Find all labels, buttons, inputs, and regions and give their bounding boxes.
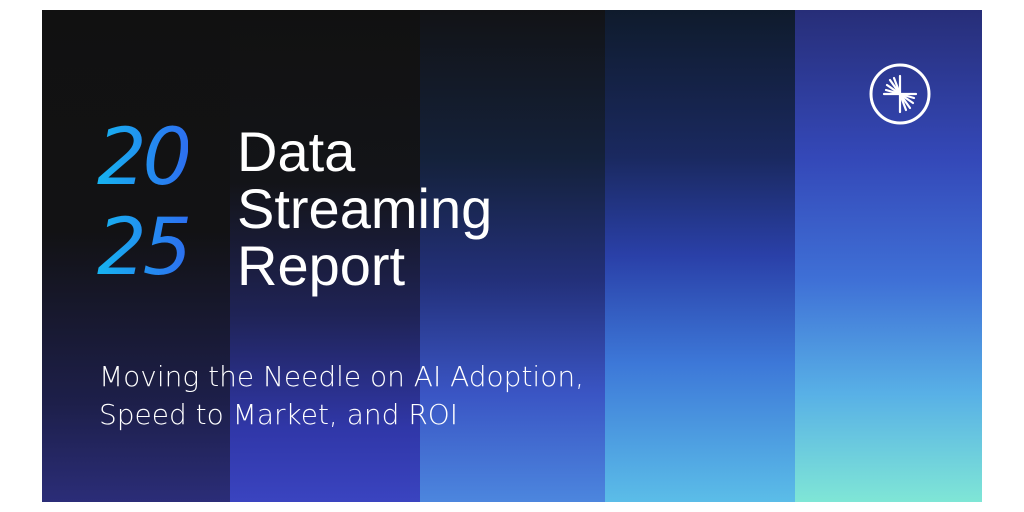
year-bottom: 25 [97,203,192,293]
title-line: Streaming [237,177,493,240]
background-column [605,10,795,502]
background-column [230,10,420,502]
subtitle-line: Speed to Market, and ROI [99,398,459,431]
title-line: Data [237,120,356,183]
starburst-logo-icon [869,63,931,125]
report-banner: 20 25 Data Streaming Report Moving the N… [42,10,982,502]
subtitle-line: Moving the Needle on AI Adoption, [99,360,584,393]
title-line: Report [237,234,406,297]
background-column [420,10,605,502]
background-column [795,10,982,502]
year-top: 20 [97,113,192,203]
background-column [42,10,230,502]
